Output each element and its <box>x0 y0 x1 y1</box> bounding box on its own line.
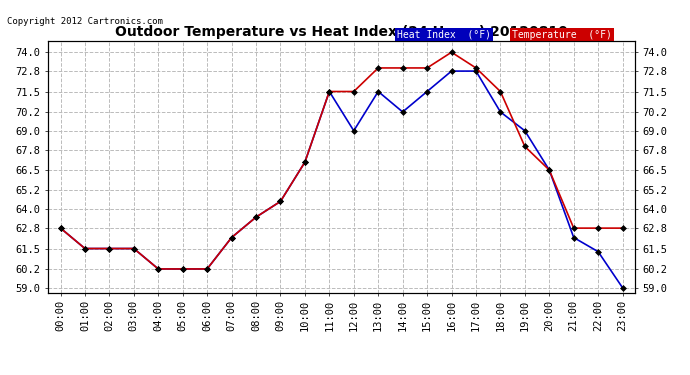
Text: Heat Index  (°F): Heat Index (°F) <box>397 30 491 40</box>
Text: Copyright 2012 Cartronics.com: Copyright 2012 Cartronics.com <box>7 17 163 26</box>
Text: Temperature  (°F): Temperature (°F) <box>512 30 611 40</box>
Title: Outdoor Temperature vs Heat Index (24 Hours) 20120810: Outdoor Temperature vs Heat Index (24 Ho… <box>115 25 568 39</box>
